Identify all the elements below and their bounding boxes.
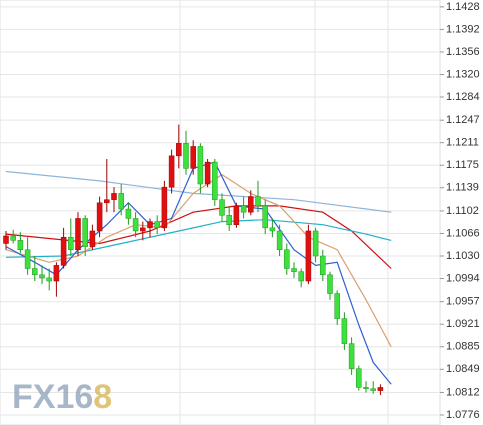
candle-body bbox=[334, 293, 340, 319]
candle-body bbox=[204, 161, 211, 185]
y-tick-label: 1.1030 bbox=[446, 250, 480, 262]
candle-body bbox=[363, 387, 369, 389]
candle-body bbox=[39, 274, 45, 279]
watermark-text: FX16 bbox=[12, 378, 93, 416]
y-tick-label: 1.1247 bbox=[446, 114, 480, 126]
candle-body bbox=[96, 202, 103, 232]
candle-body bbox=[75, 218, 81, 250]
candle-body bbox=[219, 199, 225, 216]
candle-body bbox=[291, 268, 297, 272]
candle-body bbox=[370, 388, 376, 391]
candle-body bbox=[154, 221, 160, 229]
candle-body bbox=[240, 205, 247, 213]
candle-body bbox=[140, 227, 146, 232]
y-axis: 1.1428 1.1392 1.1356 1.1320 1.1284 1.1247 1.12… bbox=[440, 1, 480, 421]
candle-body bbox=[111, 193, 117, 200]
candle-body bbox=[212, 161, 218, 200]
y-tick-label: 1.1139 bbox=[446, 182, 479, 194]
candle-body bbox=[104, 199, 110, 204]
candle-body bbox=[348, 343, 355, 369]
candle-body bbox=[248, 196, 254, 213]
candle-body bbox=[312, 230, 319, 257]
candle-body bbox=[276, 230, 283, 250]
y-tick-label: 1.0994 bbox=[446, 272, 480, 284]
candle-body bbox=[262, 205, 268, 229]
candle-body bbox=[125, 208, 132, 219]
candle-body bbox=[24, 249, 31, 269]
candle-body bbox=[147, 221, 153, 229]
y-tick-label: 1.1175 bbox=[446, 159, 479, 171]
candle-body bbox=[377, 387, 384, 391]
candle-body bbox=[197, 146, 204, 185]
watermark-accent: 8 bbox=[93, 378, 112, 416]
y-tick-label: 1.0776 bbox=[446, 409, 480, 421]
candle-body bbox=[233, 205, 240, 225]
candle-body bbox=[298, 271, 304, 282]
moving-average bbox=[5, 161, 392, 385]
y-tick-label: 1.0849 bbox=[446, 363, 480, 375]
y-tick-label: 1.1320 bbox=[446, 68, 480, 80]
y-tick-label: 1.1211 bbox=[446, 137, 479, 149]
candle-body bbox=[305, 230, 312, 282]
candle-body bbox=[60, 236, 67, 266]
candle-body bbox=[284, 249, 290, 269]
candle-body bbox=[82, 218, 88, 247]
candle-body bbox=[46, 277, 52, 282]
candle-body bbox=[190, 146, 196, 169]
candle-body bbox=[341, 318, 348, 344]
candle-body bbox=[118, 193, 124, 210]
y-tick-label: 1.1428 bbox=[446, 1, 480, 13]
candle-body bbox=[89, 230, 96, 247]
candles bbox=[3, 124, 384, 395]
y-tick-label: 1.0957 bbox=[446, 296, 480, 308]
y-tick-label: 1.1392 bbox=[446, 23, 480, 35]
candle-body bbox=[320, 255, 326, 276]
moving-average bbox=[5, 219, 392, 258]
candle-body bbox=[68, 236, 74, 250]
candle-body bbox=[53, 265, 60, 282]
y-tick-label: 1.1102 bbox=[446, 205, 479, 217]
candle-body bbox=[132, 218, 139, 232]
candle-body bbox=[17, 240, 24, 250]
y-tick-label: 1.1066 bbox=[446, 227, 480, 239]
candle-body bbox=[10, 235, 16, 241]
candle-body bbox=[183, 143, 189, 169]
moving-average bbox=[5, 205, 392, 269]
watermark: FX168 bbox=[12, 378, 112, 416]
candle-body bbox=[161, 186, 168, 229]
candle-body bbox=[226, 215, 232, 225]
candle-body bbox=[3, 235, 9, 244]
candle-body bbox=[255, 196, 261, 207]
candle-body bbox=[356, 368, 362, 388]
candle-body bbox=[176, 143, 182, 157]
y-tick-label: 1.1284 bbox=[446, 91, 480, 103]
y-tick-label: 1.1356 bbox=[446, 46, 480, 58]
y-tick-label: 1.0885 bbox=[446, 341, 480, 353]
candle-body bbox=[269, 227, 276, 232]
candle-body bbox=[327, 274, 333, 294]
candle-body bbox=[32, 268, 38, 276]
y-tick-label: 1.0812 bbox=[446, 386, 480, 398]
candle-body bbox=[168, 155, 175, 188]
y-tick-label: 1.0921 bbox=[446, 318, 480, 330]
